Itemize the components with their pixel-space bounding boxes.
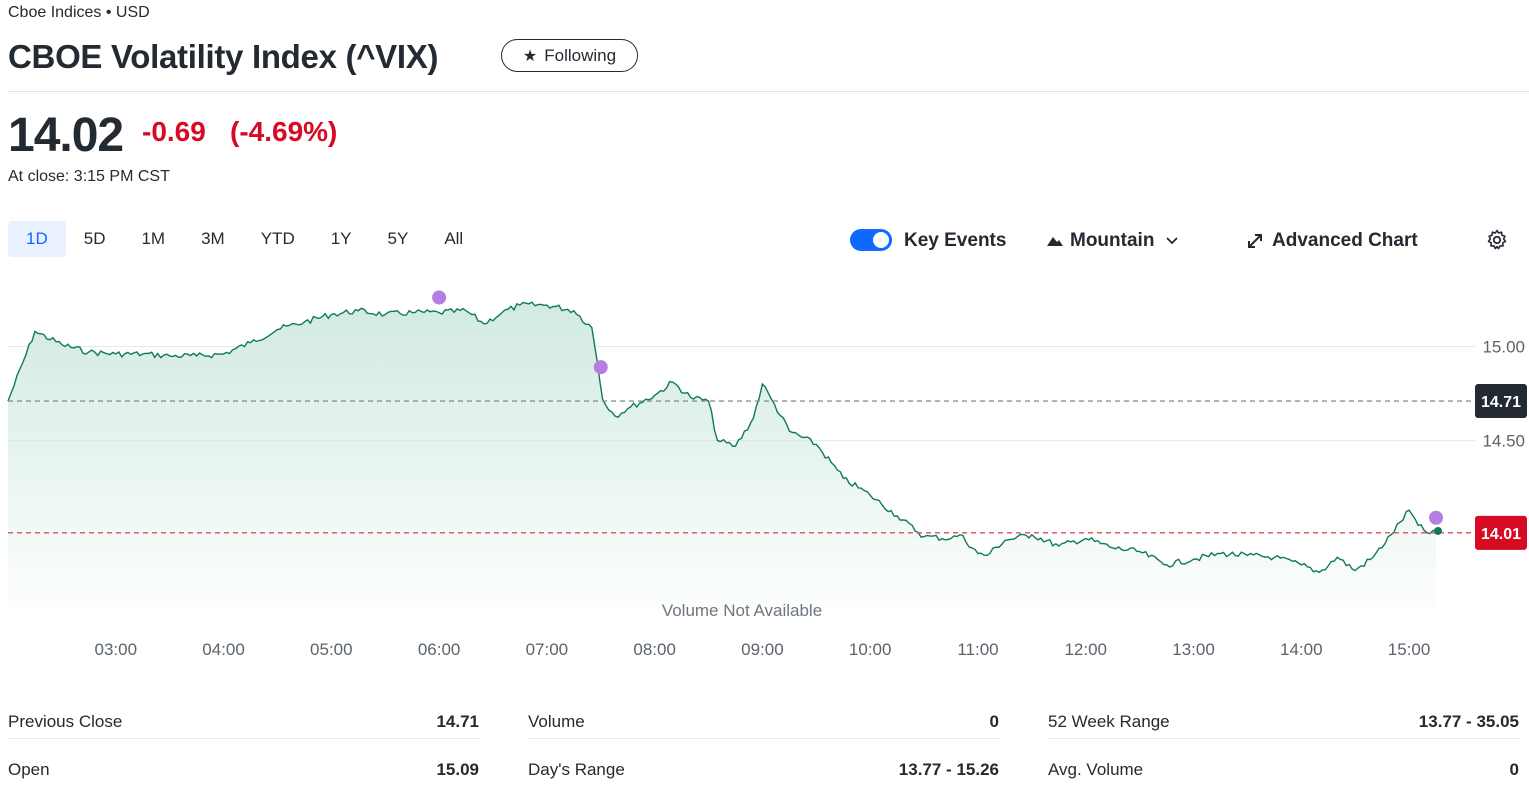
stat-label: Open (8, 760, 50, 779)
x-tick-label: 15:00 (1388, 640, 1431, 659)
stat-value: 0 (989, 711, 999, 731)
page-title: CBOE Volatility Index (^VIX) (8, 38, 439, 75)
price-change-percent: (-4.69%) (230, 116, 338, 147)
x-tick-label: 04:00 (202, 640, 245, 659)
mountain-icon (1047, 237, 1063, 246)
expand-icon (1248, 234, 1262, 248)
current-price: 14.02 (8, 109, 124, 162)
x-tick-label: 07:00 (526, 640, 569, 659)
x-tick-label: 11:00 (957, 640, 998, 659)
x-tick-label: 08:00 (633, 640, 676, 659)
x-tick-label: 12:00 (1064, 640, 1107, 659)
range-3m-button[interactable]: 3M (201, 229, 225, 248)
range-selector: 1D 5D 1M 3M YTD 1Y 5Y All (8, 221, 481, 257)
chart-type-label: Mountain (1070, 230, 1155, 251)
stat-value: 14.71 (436, 711, 479, 731)
key-event-marker[interactable] (432, 290, 447, 305)
stat-label: Volume (528, 711, 585, 731)
stat-open: Open 15.09 (8, 753, 479, 787)
y-tick-label: 15.00 (1482, 337, 1525, 356)
stat-avg-volume: Avg. Volume 0 (1048, 753, 1519, 787)
key-event-marker[interactable] (593, 360, 608, 375)
last-price-dot (1434, 526, 1443, 535)
x-tick-label: 03:00 (95, 640, 138, 659)
x-tick-label: 13:00 (1172, 640, 1215, 659)
range-5y-button[interactable]: 5Y (387, 229, 409, 248)
stat-52-week-range: 52 Week Range 13.77 - 35.05 (1048, 705, 1519, 739)
key-events-label[interactable]: Key Events (904, 230, 1007, 251)
header-divider (8, 91, 1529, 92)
stat-value: 15.09 (436, 760, 479, 779)
advanced-chart-label: Advanced Chart (1272, 230, 1418, 251)
stat-value: 0 (1509, 760, 1519, 779)
previous-close-badge-label: 14.71 (1481, 394, 1521, 411)
stat-value: 13.77 - 15.26 (898, 760, 999, 779)
range-1y-button[interactable]: 1Y (330, 229, 352, 248)
y-tick-label: 14.50 (1482, 432, 1525, 451)
current-price-badge-label: 14.01 (1481, 526, 1521, 543)
previous-close-badge (1475, 384, 1527, 419)
price-chart[interactable]: 14.71 14.01 03:00 04:00 05:00 06:00 07:00 08:0… (0, 265, 1529, 675)
following-button[interactable]: ★ Following (501, 39, 638, 72)
gear-icon[interactable] (1485, 228, 1509, 252)
x-tick-label: 10:00 (849, 640, 892, 659)
stat-label: Previous Close (8, 711, 123, 731)
close-time: At close: 3:15 PM CST (8, 168, 170, 185)
range-1d-button[interactable]: 1D (8, 221, 66, 257)
stat-volume: Volume 0 (528, 705, 999, 739)
volume-note: Volume Not Available (662, 601, 822, 620)
stat-previous-close: Previous Close 14.71 (8, 705, 479, 739)
chevron-down-icon (1166, 237, 1179, 245)
current-price-badge (1475, 515, 1527, 550)
stat-value: 13.77 - 35.05 (1418, 711, 1519, 731)
stat-label: 52 Week Range (1048, 711, 1170, 731)
key-event-marker[interactable] (1429, 510, 1444, 525)
x-tick-label: 05:00 (310, 640, 353, 659)
star-icon: ★ (522, 47, 538, 65)
x-tick-label: 14:00 (1280, 640, 1323, 659)
toggle-knob (873, 232, 889, 248)
stat-label: Day's Range (528, 760, 625, 779)
range-ytd-button[interactable]: YTD (260, 229, 295, 248)
key-events-toggle[interactable] (850, 229, 892, 251)
price-change: -0.69 (142, 116, 206, 147)
price-line (7, 301, 1437, 574)
range-1m-button[interactable]: 1M (141, 229, 166, 248)
exchange-label: Cboe Indices • USD (8, 4, 150, 21)
range-5d-button[interactable]: 5D (83, 229, 106, 248)
advanced-chart-button[interactable]: Advanced Chart (1246, 230, 1418, 252)
price-area (8, 302, 1436, 610)
chart-type-dropdown[interactable]: Mountain (1046, 230, 1179, 252)
x-tick-label: 09:00 (741, 640, 784, 659)
following-label: Following (544, 45, 617, 65)
stat-label: Avg. Volume (1048, 760, 1144, 779)
range-all-button[interactable]: All (444, 229, 464, 248)
stat-days-range: Day's Range 13.77 - 15.26 (528, 753, 999, 787)
x-tick-label: 06:00 (418, 640, 461, 659)
